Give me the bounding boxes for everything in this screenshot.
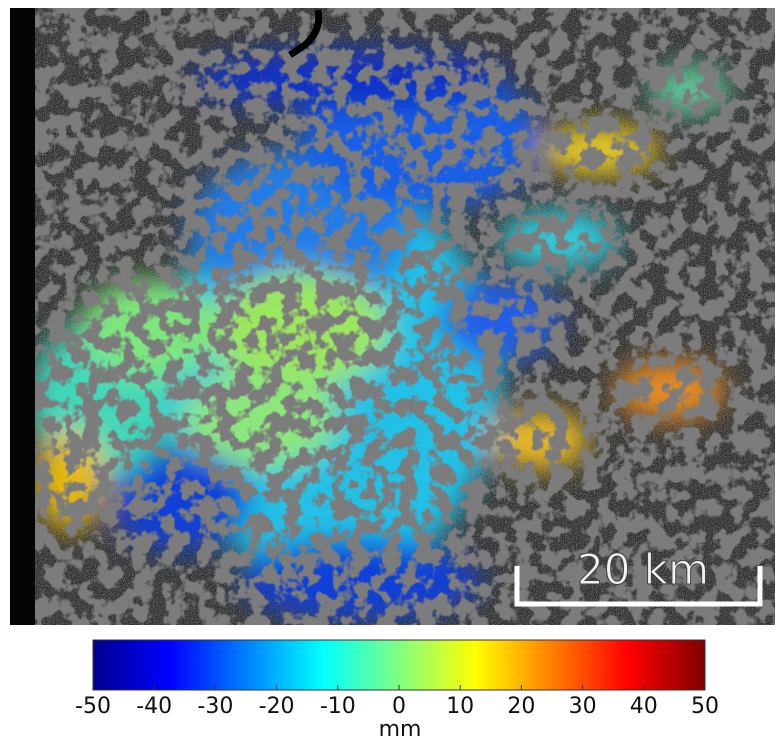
colorbar-label: mm (379, 717, 422, 742)
colorbar: mm -50 -40 -30 -20 -10 0 10 20 30 40 50 (75, 640, 719, 742)
colorbar-tick-label: 40 (630, 694, 658, 719)
decorrelated-area (35, 8, 775, 625)
colorbar-tick-label: 50 (691, 694, 719, 719)
colorbar-tick-label: 10 (446, 694, 474, 719)
colorbar-tick-label: 20 (507, 694, 535, 719)
colorbar-tick-label: -20 (259, 694, 295, 719)
map: 20 km (10, 8, 775, 625)
deformation-field (30, 8, 775, 625)
colorbar-tick-label: -40 (136, 694, 172, 719)
colorbar-tick-label: 30 (569, 694, 597, 719)
colorbar-tick-label: 0 (392, 694, 406, 719)
scale-bar-label: 20 km (577, 545, 709, 594)
figure: 20 km mm -50 -40 -30 -20 -10 0 10 20 30 40 50 (0, 0, 777, 745)
map-edge (10, 8, 35, 625)
colorbar-tick-label: -50 (75, 694, 111, 719)
colorbar-tick-label: -30 (197, 694, 233, 719)
colorbar-tick-label: -10 (320, 694, 356, 719)
colorbar-gradient (93, 640, 705, 690)
